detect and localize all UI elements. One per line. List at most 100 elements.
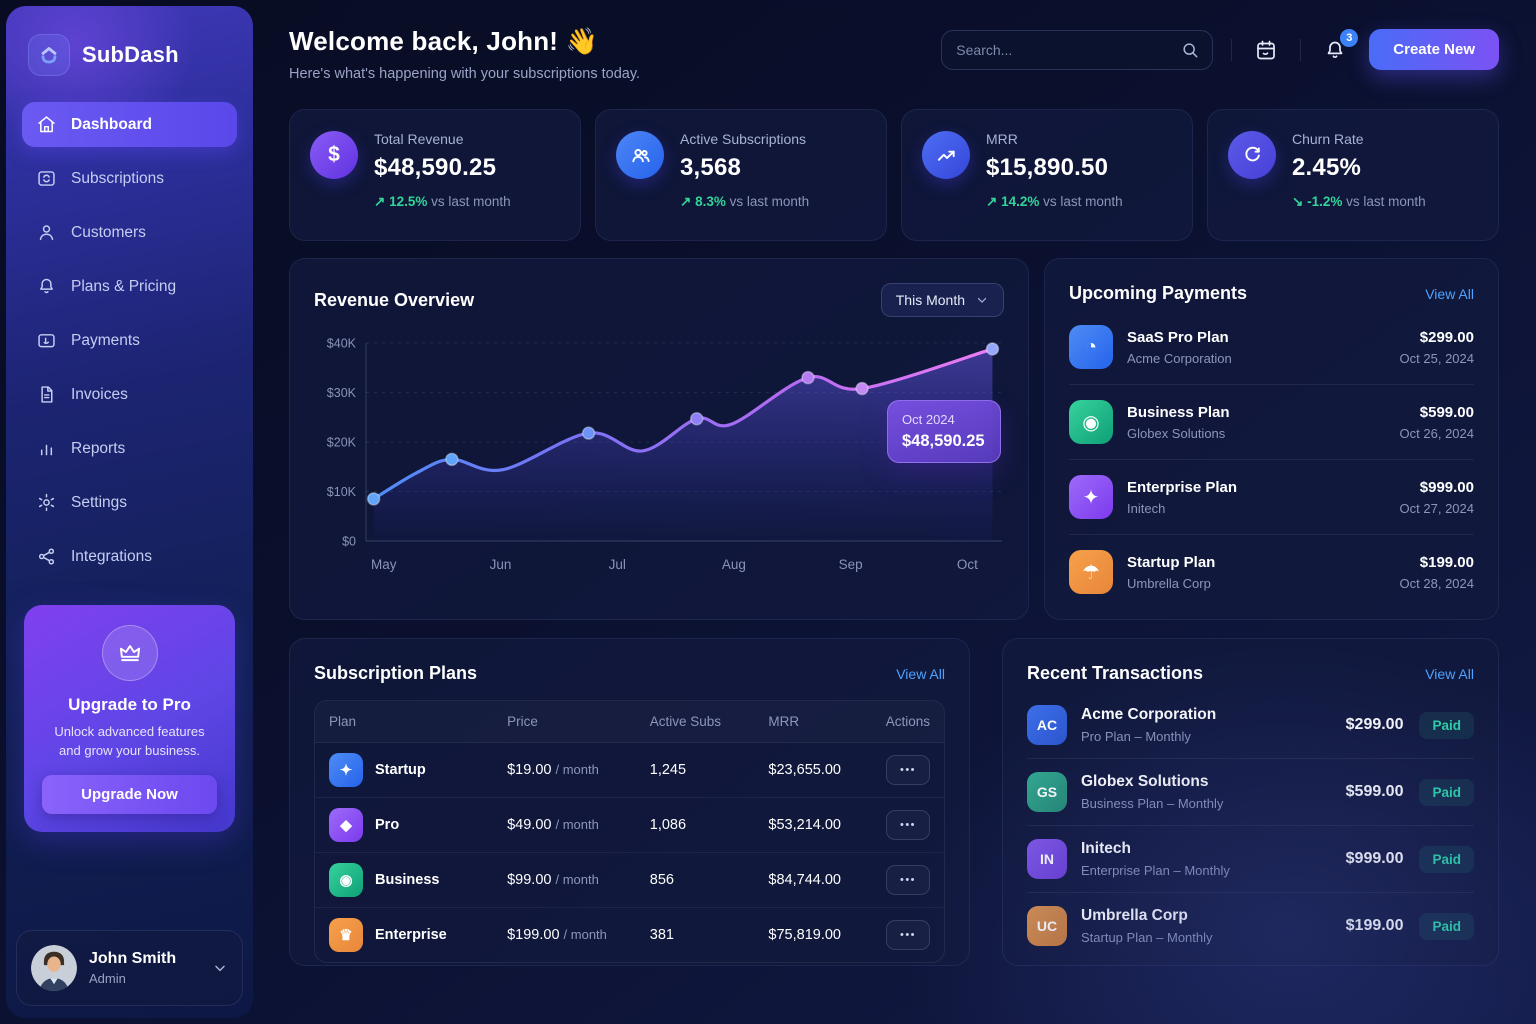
due-date: Oct 25, 2024 <box>1399 350 1474 366</box>
plan-name: SaaS Pro Plan <box>1127 328 1229 346</box>
plan-detail: Pro Plan – Monthly <box>1081 729 1191 744</box>
table-row: ◉ Business $99.00 / month 856 $84,744.00 … <box>315 852 944 908</box>
sidebar-item-subscriptions[interactable]: Subscriptions <box>22 156 237 201</box>
status-badge: Paid <box>1419 711 1474 739</box>
transactions-list: AC Acme Corporation Pro Plan – Monthly $… <box>1027 692 1474 959</box>
subscription-plans-panel: Subscription Plans View All Plan Price A… <box>289 638 970 966</box>
svg-text:Jun: Jun <box>490 557 512 572</box>
plan-icon: ◉ <box>1069 400 1113 444</box>
company-name: Globex Solutions <box>1127 425 1226 441</box>
plan-detail: Business Plan – Monthly <box>1081 796 1224 811</box>
sidebar-item-invoices[interactable]: Invoices <box>22 372 237 417</box>
view-all-link[interactable]: View All <box>1425 665 1474 682</box>
sidebar-item-integrations[interactable]: Integrations <box>22 534 237 579</box>
list-item: ☂ Startup Plan Umbrella Corp $199.00 Oct… <box>1069 534 1474 609</box>
company-name: Globex Solutions <box>1081 773 1209 790</box>
sidebar-item-payments[interactable]: Payments <box>22 318 237 363</box>
sidebar-item-label: Plans & Pricing <box>71 277 177 295</box>
main-content: Welcome back, John! 👋 Here's what's happ… <box>253 0 1536 1024</box>
company-avatar: AC <box>1027 705 1067 745</box>
page-subtitle: Here's what's happening with your subscr… <box>289 66 641 82</box>
sidebar-nav: Dashboard Subscriptions Customers Plans … <box>22 102 237 579</box>
sidebar-item-label: Invoices <box>71 385 128 403</box>
gear-icon <box>38 493 55 512</box>
list-item: AC Acme Corporation Pro Plan – Monthly $… <box>1027 692 1474 758</box>
stat-change: ↗ 8.3% vs last month <box>680 194 810 209</box>
notification-badge: 3 <box>1340 28 1359 47</box>
view-all-link[interactable]: View All <box>896 665 945 682</box>
list-item: GS Globex Solutions Business Plan – Mont… <box>1027 758 1474 825</box>
sidebar-item-customers[interactable]: Customers <box>22 210 237 255</box>
calendar-button[interactable] <box>1250 34 1282 66</box>
row-actions-button[interactable]: ••• <box>886 920 930 950</box>
stat-card-churn-rate: Churn Rate 2.45% ↘ -1.2% vs last month <box>1207 109 1499 241</box>
sidebar-item-label: Integrations <box>71 547 152 565</box>
bell-tag-icon <box>40 278 53 294</box>
payments-list: ◔ SaaS Pro Plan Acme Corporation $299.00… <box>1069 310 1474 609</box>
plan-detail: Enterprise Plan – Monthly <box>1081 863 1230 878</box>
amount: $299.00 <box>1419 328 1474 346</box>
amount: $599.00 <box>1345 783 1404 800</box>
panel-title: Upcoming Payments <box>1069 283 1248 303</box>
status-badge: Paid <box>1419 845 1474 873</box>
sidebar-item-settings[interactable]: Settings <box>22 480 237 525</box>
dollar-icon: $ <box>310 131 358 179</box>
view-all-link[interactable]: View All <box>1425 285 1474 302</box>
svg-text:$20K: $20K <box>327 436 357 450</box>
row-actions-button[interactable]: ••• <box>886 865 930 895</box>
crown-icon <box>101 625 158 681</box>
amount: $999.00 <box>1345 850 1404 867</box>
stats-row: $ Total Revenue $48,590.25 ↗ 12.5% vs la… <box>289 109 1499 241</box>
period-label: This Month <box>895 292 965 308</box>
company-name: Initech <box>1127 500 1166 516</box>
column-header: MRR <box>754 701 871 743</box>
plan-icon: ◆ <box>329 808 363 842</box>
company-name: Umbrella Corp <box>1127 575 1211 591</box>
status-badge: Paid <box>1419 778 1474 806</box>
user-profile[interactable]: John Smith Admin <box>16 930 243 1006</box>
amount: $199.00 <box>1345 917 1404 934</box>
amount: $599.00 <box>1419 403 1474 421</box>
app-logo-icon <box>28 34 70 76</box>
search-input[interactable] <box>956 41 1181 58</box>
sidebar-item-label: Settings <box>71 493 128 511</box>
list-item: ◉ Business Plan Globex Solutions $599.00… <box>1069 384 1474 459</box>
company-name: Umbrella Corp <box>1081 907 1188 924</box>
plan-icon: ✦ <box>1069 475 1113 519</box>
trending-up-icon <box>922 131 970 179</box>
upgrade-card: Upgrade to Pro Unlock advanced features … <box>24 605 235 832</box>
notifications-button[interactable]: 3 <box>1319 28 1359 66</box>
company-name: Initech <box>1081 840 1131 857</box>
sidebar-item-plans-pricing[interactable]: Plans & Pricing <box>22 264 237 309</box>
svg-text:$0: $0 <box>342 535 356 549</box>
sidebar-item-reports[interactable]: Reports <box>22 426 237 471</box>
tooltip-label: Oct 2024 <box>902 412 955 427</box>
stat-card-total-revenue: $ Total Revenue $48,590.25 ↗ 12.5% vs la… <box>289 109 581 241</box>
upgrade-now-button[interactable]: Upgrade Now <box>42 774 217 814</box>
amount: $199.00 <box>1419 553 1474 571</box>
svg-text:$30K: $30K <box>327 386 357 400</box>
bell-icon <box>1327 41 1343 58</box>
row-actions-button[interactable]: ••• <box>886 755 930 785</box>
app-logo: SubDash <box>22 30 237 102</box>
plan-name: Business <box>375 872 440 888</box>
panel-title: Recent Transactions <box>1027 663 1204 683</box>
divider <box>1231 38 1233 61</box>
stat-label: Churn Rate <box>1292 131 1364 147</box>
status-badge: Paid <box>1419 912 1474 940</box>
svg-text:$40K: $40K <box>327 337 357 351</box>
company-name: Acme Corporation <box>1081 706 1217 723</box>
create-new-button[interactable]: Create New <box>1369 29 1499 70</box>
row-actions-button[interactable]: ••• <box>886 810 930 840</box>
sidebar-item-label: Subscriptions <box>71 169 165 187</box>
plan-icon: ☂ <box>1069 550 1113 594</box>
divider <box>1300 38 1302 61</box>
company-avatar: GS <box>1027 772 1067 812</box>
upgrade-title: Upgrade to Pro <box>68 695 191 714</box>
plan-detail: Startup Plan – Monthly <box>1081 930 1213 945</box>
bar-chart-icon <box>40 444 53 456</box>
sidebar-item-dashboard[interactable]: Dashboard <box>22 102 237 147</box>
upcoming-payments-panel: Upcoming Payments View All ◔ SaaS Pro Pl… <box>1044 258 1499 620</box>
amount: $299.00 <box>1345 716 1404 733</box>
period-dropdown[interactable]: This Month <box>880 283 1004 317</box>
